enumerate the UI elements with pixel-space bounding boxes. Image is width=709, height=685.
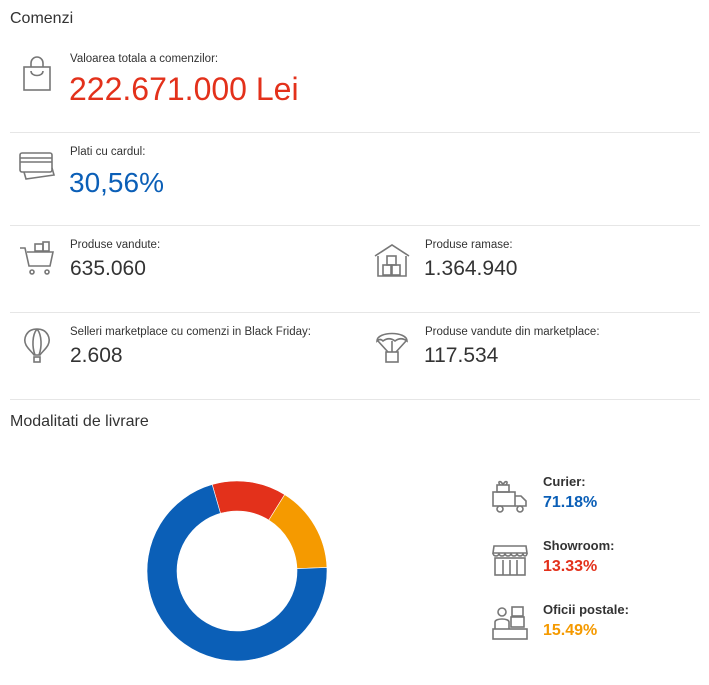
divider <box>10 312 700 313</box>
credit-card-icon <box>18 146 56 184</box>
legend-showroom-value: 13.33% <box>543 558 598 575</box>
total-value-amount: 222.671.000 Lei <box>69 71 299 107</box>
divider <box>10 225 700 226</box>
marketplace-sellers-value: 2.608 <box>70 344 123 367</box>
legend-showroom-label: Showroom: <box>543 538 615 553</box>
hot-air-balloon-icon <box>18 327 56 365</box>
donut-slice-oficii-postale <box>268 494 328 569</box>
donut-slice-curier <box>146 484 328 662</box>
card-payments-label: Plati cu cardul: <box>70 146 146 158</box>
marketplace-products-value: 117.534 <box>424 344 499 367</box>
post-office-clerk-icon <box>491 604 529 642</box>
card-payments-value: 30,56% <box>69 167 164 198</box>
total-value-label: Valoarea totala a comenzilor: <box>70 53 219 65</box>
marketplace-products-label: Produse vandute din marketplace: <box>425 326 600 338</box>
legend-curier-label: Curier: <box>543 474 586 489</box>
warehouse-icon <box>373 242 411 280</box>
divider <box>10 399 700 400</box>
products-sold-label: Produse vandute: <box>70 239 161 251</box>
legend-curier-value: 71.18% <box>543 494 598 511</box>
storefront-icon <box>491 541 529 579</box>
shopping-cart-icon <box>18 240 56 278</box>
parachute-package-icon <box>373 327 411 365</box>
marketplace-sellers-label: Selleri marketplace cu comenzi in Black … <box>70 326 311 338</box>
divider <box>10 132 700 133</box>
legend-oficii-postale-label: Oficii postale: <box>543 602 629 617</box>
products-remaining-label: Produse ramase: <box>425 239 513 251</box>
products-remaining-value: 1.364.940 <box>424 257 518 280</box>
products-sold-value: 635.060 <box>70 257 146 280</box>
delivery-section-title: Modalitati de livrare <box>10 413 149 430</box>
delivery-truck-icon <box>491 478 529 516</box>
delivery-donut-chart <box>146 480 328 662</box>
shopping-bag-icon <box>19 55 57 93</box>
legend-oficii-postale-value: 15.49% <box>543 622 598 639</box>
orders-section-title: Comenzi <box>10 10 74 27</box>
